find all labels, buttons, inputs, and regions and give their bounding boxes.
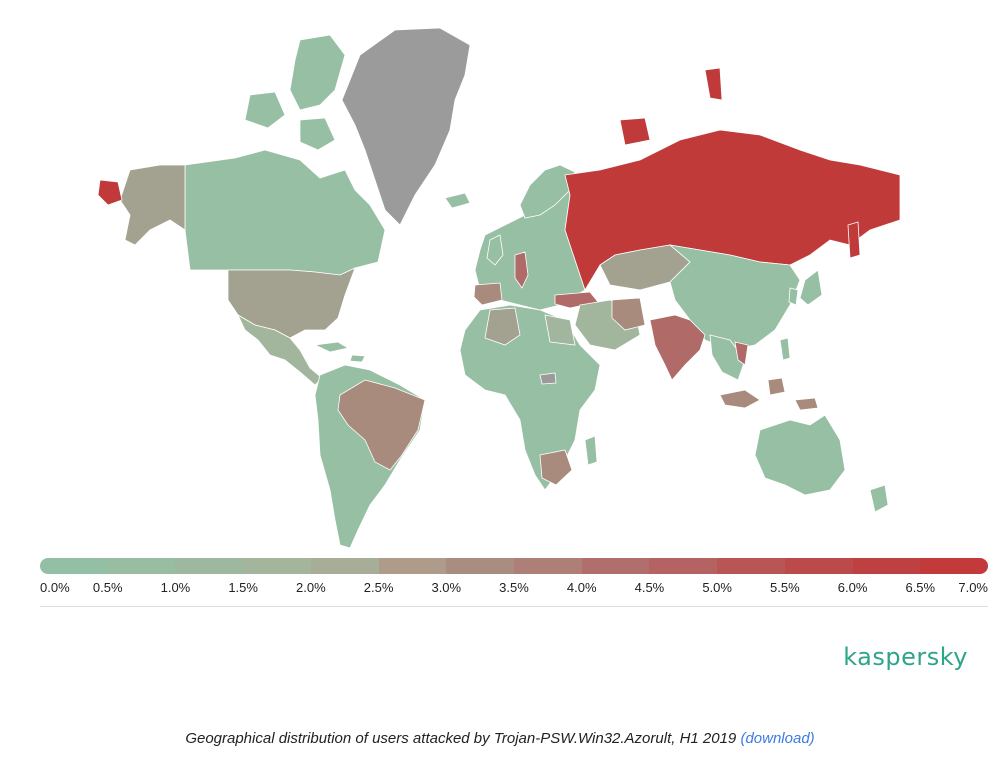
legend-segment bbox=[310, 558, 379, 574]
legend-segment bbox=[446, 558, 515, 574]
legend-tick-label: 2.5% bbox=[363, 580, 394, 595]
algeria bbox=[484, 307, 521, 346]
legend-segment bbox=[378, 558, 447, 574]
korea bbox=[788, 287, 799, 306]
legend-segment bbox=[784, 558, 853, 574]
australia bbox=[754, 414, 846, 496]
italy bbox=[514, 251, 529, 289]
iceland bbox=[444, 192, 471, 209]
legend-segment bbox=[514, 558, 582, 574]
legend-tick-label: 4.5% bbox=[634, 580, 665, 595]
kaspersky-logo: kaspersky bbox=[843, 643, 968, 671]
legend-color-scale bbox=[40, 558, 988, 574]
japan bbox=[799, 269, 823, 306]
legend-segment bbox=[581, 558, 650, 574]
alaska-tip bbox=[97, 179, 123, 206]
alaska bbox=[119, 164, 186, 246]
legend-tick-label: 5.5% bbox=[770, 580, 800, 595]
legend-segment bbox=[852, 558, 921, 574]
legend-tick-label: 7.0% bbox=[958, 580, 988, 595]
legend-segment bbox=[717, 558, 785, 574]
legend-tick-label: 3.5% bbox=[499, 580, 529, 595]
iran bbox=[611, 297, 646, 331]
philippines bbox=[779, 337, 791, 361]
legend-tick-label: 6.0% bbox=[837, 580, 868, 595]
russia-arctic bbox=[619, 67, 723, 146]
legend-segment bbox=[920, 558, 988, 574]
legend-segment bbox=[107, 558, 176, 574]
legend-tick-label: 0.5% bbox=[92, 580, 123, 595]
brazil bbox=[337, 379, 426, 471]
spain bbox=[473, 282, 503, 306]
greenland bbox=[341, 27, 471, 226]
divider bbox=[40, 606, 988, 607]
madagascar bbox=[584, 435, 598, 466]
uk bbox=[486, 234, 504, 266]
legend-tick-label: 3.0% bbox=[431, 580, 462, 595]
vietnam bbox=[734, 341, 749, 366]
world-map bbox=[97, 27, 901, 549]
southeast-asia bbox=[709, 334, 746, 381]
legend-segment bbox=[243, 558, 311, 574]
new-zealand bbox=[869, 484, 889, 513]
legend-tick-label: 4.0% bbox=[566, 580, 597, 595]
legend-tick-label: 1.0% bbox=[160, 580, 191, 595]
russia bbox=[564, 129, 901, 291]
canada-islands bbox=[244, 34, 346, 151]
figure-caption: Geographical distribution of users attac… bbox=[0, 730, 1000, 747]
legend-labels: 0.0% 0.5% 1.0% 1.5% 2.0% 2.5% 3.0% 3.5% 4.0% 4.5%… bbox=[40, 580, 990, 598]
caption-text: Geographical distribution of users attac… bbox=[185, 730, 737, 747]
india bbox=[649, 314, 706, 381]
sakhalin bbox=[847, 221, 861, 259]
legend-tick-label: 0.0% bbox=[40, 580, 70, 595]
legend-segment bbox=[649, 558, 718, 574]
legend-tick-label: 2.0% bbox=[296, 580, 326, 595]
legend-tick-label: 6.5% bbox=[905, 580, 936, 595]
legend-tick-label: 5.0% bbox=[702, 580, 732, 595]
caribbean bbox=[313, 341, 366, 363]
legend-segment bbox=[40, 558, 108, 574]
legend-tick-label: 1.5% bbox=[228, 580, 258, 595]
download-link[interactable]: (download) bbox=[740, 730, 815, 747]
central-africa-spot bbox=[539, 372, 557, 385]
canada bbox=[184, 149, 386, 276]
south-africa bbox=[539, 449, 573, 486]
mongolia-china bbox=[668, 244, 801, 351]
indonesia bbox=[719, 377, 819, 411]
egypt-region bbox=[544, 314, 576, 346]
legend-segment bbox=[175, 558, 244, 574]
africa bbox=[459, 304, 601, 491]
